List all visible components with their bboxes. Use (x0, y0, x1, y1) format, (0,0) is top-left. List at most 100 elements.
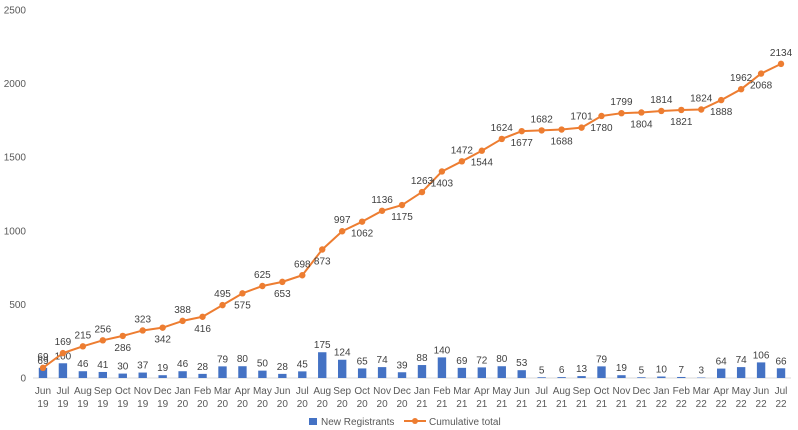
legend-label-new-registrants: New Registrants (321, 417, 394, 428)
line-point (338, 228, 346, 235)
x-tick-label: Feb 22 (673, 386, 691, 410)
bar-data-label: 28 (277, 362, 289, 373)
line-data-label: 997 (334, 215, 351, 226)
x-tick-label: Apr 20 (235, 386, 251, 410)
line-data-label: 1682 (531, 114, 554, 125)
line-data-label: 1263 (411, 176, 434, 187)
x-tick-label: Jun 21 (514, 386, 530, 410)
bar-data-label: 7 (679, 365, 685, 376)
bar (577, 376, 586, 378)
legend-marker-cumulative-total (412, 418, 418, 424)
x-tick-label: Apr 22 (713, 386, 729, 410)
bar-data-label: 100 (55, 351, 72, 362)
line-point (59, 349, 67, 357)
bar-data-label: 74 (377, 355, 389, 366)
bar (218, 366, 227, 378)
bar-data-label: 140 (434, 345, 451, 356)
legend: New Registrants Cumulative total (309, 417, 501, 428)
line-point (777, 60, 785, 68)
bar-data-label: 19 (616, 363, 628, 374)
x-tick-label: Jun 22 (753, 386, 769, 410)
x-tick-label: Feb 21 (433, 386, 451, 410)
line-data-label: 1472 (451, 145, 474, 156)
bar-data-label: 80 (496, 354, 508, 365)
x-tick-label: May 20 (253, 386, 272, 410)
x-tick-label: Jul 19 (57, 386, 70, 410)
bar (278, 373, 287, 378)
x-tick-label: Aug 19 (74, 386, 92, 410)
bar (98, 371, 108, 378)
line-data-label: 1688 (550, 137, 573, 148)
bar-data-label: 65 (357, 356, 369, 367)
bar (716, 368, 726, 378)
bar-data-label: 28 (197, 362, 209, 373)
bar-data-label: 30 (117, 362, 129, 373)
line-point (757, 70, 765, 77)
bar (258, 370, 267, 378)
x-tick-label: Sep 19 (94, 386, 112, 410)
bar-data-label: 3 (698, 366, 704, 377)
line-point (358, 218, 366, 225)
x-tick-label: Sep 21 (573, 386, 591, 410)
line-point (279, 278, 286, 286)
x-tick-label: Mar 21 (453, 386, 471, 410)
x-tick-label: Aug 20 (313, 386, 331, 410)
line-data-label: 1962 (730, 73, 753, 84)
y-tick-label: 2500 (4, 6, 27, 17)
x-tick-label: Nov 20 (373, 386, 391, 410)
line-data-label: 1677 (511, 138, 534, 149)
line-data-label: 1062 (351, 229, 374, 240)
y-tick-label: 1500 (4, 153, 27, 164)
bar (198, 373, 207, 378)
bar (138, 372, 147, 378)
bar-data-label: 88 (416, 353, 428, 364)
x-tick-label: Mar 22 (693, 386, 711, 410)
bar-data-label: 19 (157, 363, 169, 374)
line-point (398, 201, 406, 209)
line-point (737, 85, 745, 93)
y-tick-label: 1000 (4, 226, 27, 237)
bar (497, 366, 506, 378)
line-point (239, 290, 246, 297)
x-tick-label: Jan 21 (414, 386, 430, 410)
cumulative-line (42, 62, 782, 369)
bar (437, 357, 447, 378)
x-tick-label: Apr 21 (474, 386, 490, 410)
bar-data-label: 13 (576, 364, 588, 375)
bar-data-label: 39 (396, 360, 408, 371)
line-point (438, 168, 446, 175)
bar (337, 359, 347, 378)
bar (377, 367, 387, 378)
line-point (498, 135, 505, 143)
line-point (458, 158, 466, 165)
line-data-label: 1824 (690, 94, 713, 105)
bar (58, 363, 68, 378)
bar (736, 367, 746, 378)
bar (776, 368, 786, 378)
bar-data-label: 72 (476, 355, 488, 366)
bar-series (38, 352, 786, 378)
line-point (119, 332, 126, 340)
line-data-label: 215 (75, 330, 92, 341)
line-data-label: 1888 (710, 107, 733, 118)
line-data-label: 1780 (590, 123, 613, 134)
line-data-label: 1403 (431, 178, 454, 189)
line-point (159, 324, 166, 331)
x-tick-label: Dec 21 (632, 386, 650, 410)
x-tick-label: Mar 20 (214, 386, 232, 410)
x-tick-label: Jun 20 (274, 386, 290, 410)
x-tick-label: Jun 19 (35, 386, 51, 410)
bar-data-label: 74 (736, 355, 748, 366)
line-point (478, 147, 486, 154)
bar (457, 367, 467, 378)
line-data-label: 1804 (630, 119, 653, 130)
line-data-label: 1136 (371, 195, 393, 206)
bar (158, 375, 167, 378)
x-tick-label: Nov 19 (134, 386, 152, 410)
line-data-label: 388 (174, 305, 191, 316)
line-point (538, 127, 545, 134)
line-point (39, 364, 47, 372)
